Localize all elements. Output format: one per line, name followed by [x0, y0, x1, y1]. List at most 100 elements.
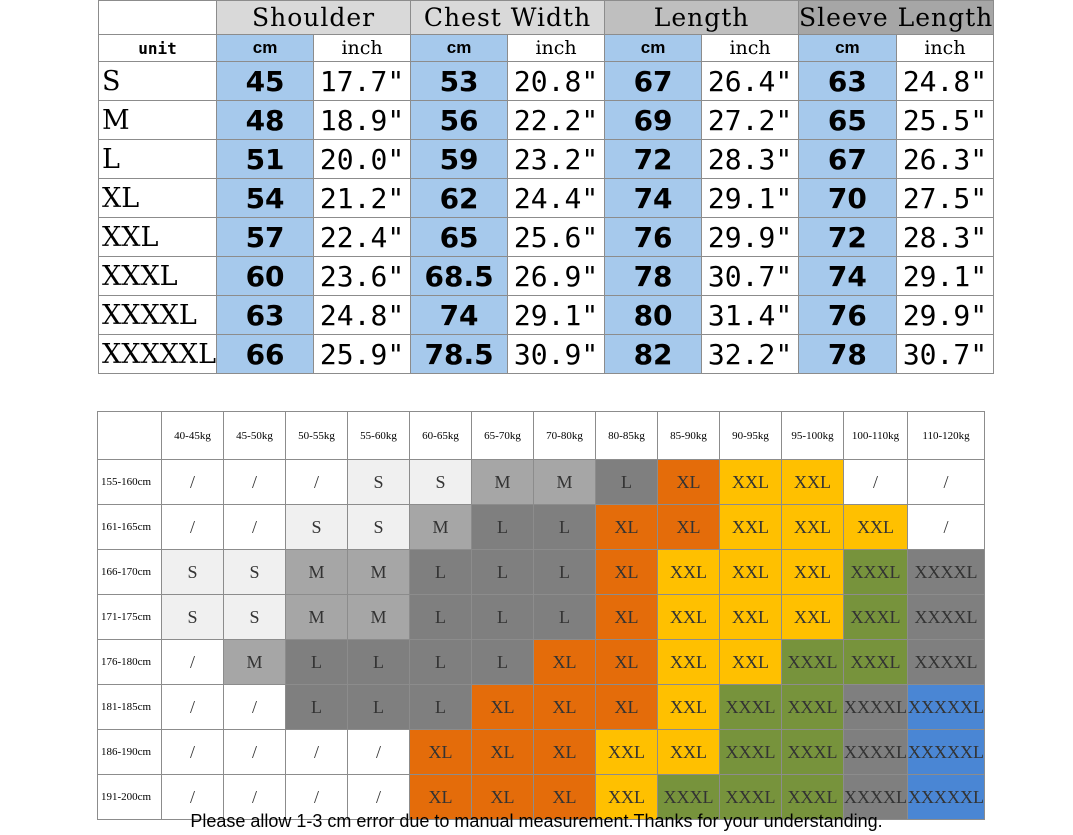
unit-inch: inch — [701, 34, 800, 62]
cm-value: 51 — [216, 139, 315, 179]
size-row: M 48 18.9" 56 22.2" 69 27.2" 65 25.5" — [97, 100, 995, 140]
size-label: M — [97, 100, 218, 140]
height-row: 176-180cm / M L L L L XL XL XXL XXL XXXL XXXL XXXXL — [97, 639, 985, 685]
size-cell: / — [843, 459, 908, 505]
size-cell: XXXXL — [843, 774, 908, 820]
cm-value: 80 — [604, 295, 703, 335]
size-cell: L — [471, 504, 534, 550]
header-shoulder: Shoulder — [216, 0, 412, 35]
size-cell: XXXL — [781, 684, 844, 730]
size-cell: XXXL — [719, 684, 782, 730]
size-cell: / — [223, 684, 286, 730]
size-cell: XXXL — [843, 639, 908, 685]
inch-value: 21.2" — [313, 178, 412, 218]
cm-value: 57 — [216, 217, 315, 257]
size-cell: XXXXXL — [907, 774, 985, 820]
size-cell: / — [161, 504, 224, 550]
inch-value: 28.3" — [895, 217, 995, 257]
size-cell: XL — [471, 774, 534, 820]
size-cell: XXL — [719, 504, 782, 550]
cm-value: 68.5 — [410, 256, 509, 296]
size-cell: XL — [409, 729, 472, 775]
size-cell: / — [161, 639, 224, 685]
unit-cm: cm — [798, 34, 897, 62]
size-label: S — [97, 61, 218, 101]
size-cell: L — [285, 684, 348, 730]
size-cell: XXXL — [719, 729, 782, 775]
size-cell: S — [347, 504, 410, 550]
size-cell: / — [161, 729, 224, 775]
cm-value: 66 — [216, 334, 315, 374]
size-cell: / — [223, 504, 286, 550]
size-cell: XXL — [781, 459, 844, 505]
cm-value: 82 — [604, 334, 703, 374]
size-cell: XL — [533, 729, 596, 775]
size-cell: M — [347, 594, 410, 640]
unit-inch: inch — [895, 34, 995, 62]
weight-header: 100-110kg — [843, 411, 908, 460]
size-cell: / — [347, 774, 410, 820]
inch-value: 24.8" — [895, 61, 995, 101]
size-cell: / — [285, 774, 348, 820]
cm-value: 63 — [216, 295, 315, 335]
cm-value: 60 — [216, 256, 315, 296]
size-cell: XXXL — [781, 639, 844, 685]
size-cell: / — [223, 459, 286, 505]
inch-value: 25.5" — [895, 100, 995, 140]
height-label: 155-160cm — [97, 459, 162, 505]
height-row: 191-200cm / / / / XL XL XL XXL XXXL XXXL XXXL XXXXL X… — [97, 774, 985, 820]
weight-header: 95-100kg — [781, 411, 844, 460]
size-cell: XXL — [843, 504, 908, 550]
size-cell: / — [347, 729, 410, 775]
weight-header: 60-65kg — [409, 411, 472, 460]
size-row: XXL 57 22.4" 65 25.6" 76 29.9" 72 28.3" — [97, 217, 995, 257]
size-cell: XL — [533, 774, 596, 820]
size-cell: XL — [595, 549, 658, 595]
size-cell: / — [907, 504, 985, 550]
size-cell: XL — [595, 504, 658, 550]
size-cell: XXL — [657, 684, 720, 730]
inch-value: 25.9" — [313, 334, 412, 374]
header-length: Length — [604, 0, 800, 35]
weight-header: 85-90kg — [657, 411, 720, 460]
inch-value: 22.4" — [313, 217, 412, 257]
inch-value: 22.2" — [507, 100, 606, 140]
cm-value: 78 — [604, 256, 703, 296]
unit-inch: inch — [507, 34, 606, 62]
height-row: 186-190cm / / / / XL XL XL XXL XXL XXXL XXXL XXXXL XX… — [97, 729, 985, 775]
cm-value: 65 — [410, 217, 509, 257]
inch-value: 29.1" — [507, 295, 606, 335]
size-cell: S — [285, 504, 348, 550]
size-cell: XXXXL — [907, 549, 985, 595]
weight-header: 45-50kg — [223, 411, 286, 460]
size-cell: L — [533, 594, 596, 640]
size-cell: XXL — [657, 639, 720, 685]
size-cell: M — [285, 549, 348, 595]
size-row: XL 54 21.2" 62 24.4" 74 29.1" 70 27.5" — [97, 178, 995, 218]
size-row: L 51 20.0" 59 23.2" 72 28.3" 67 26.3" — [97, 139, 995, 179]
size-cell: L — [595, 459, 658, 505]
corner-cell — [97, 0, 218, 35]
size-row: XXXL 60 23.6" 68.5 26.9" 78 30.7" 74 29.1" — [97, 256, 995, 296]
weight-header: 70-80kg — [533, 411, 596, 460]
size-cell: XXL — [781, 504, 844, 550]
inch-value: 27.2" — [701, 100, 800, 140]
size-cell: XXL — [657, 549, 720, 595]
size-cell: XXXL — [843, 594, 908, 640]
size-row: XXXXXL 66 25.9" 78.5 30.9" 82 32.2" 78 30.7" — [97, 334, 995, 374]
size-cell: XXXL — [719, 774, 782, 820]
cm-value: 67 — [604, 61, 703, 101]
size-row: XXXXL 63 24.8" 74 29.1" 80 31.4" 76 29.9" — [97, 295, 995, 335]
cm-value: 76 — [798, 295, 897, 335]
cm-value: 69 — [604, 100, 703, 140]
size-cell: L — [533, 549, 596, 595]
weight-header: 80-85kg — [595, 411, 658, 460]
size-cell: S — [223, 594, 286, 640]
height-row: 171-175cm S S M M L L L XL XXL XXL XXL XXXL XXXXL — [97, 594, 985, 640]
size-cell: / — [161, 684, 224, 730]
height-label: 166-170cm — [97, 549, 162, 595]
size-cell: XL — [533, 639, 596, 685]
size-cell: XL — [471, 684, 534, 730]
weight-header: 65-70kg — [471, 411, 534, 460]
size-cell: XL — [595, 639, 658, 685]
